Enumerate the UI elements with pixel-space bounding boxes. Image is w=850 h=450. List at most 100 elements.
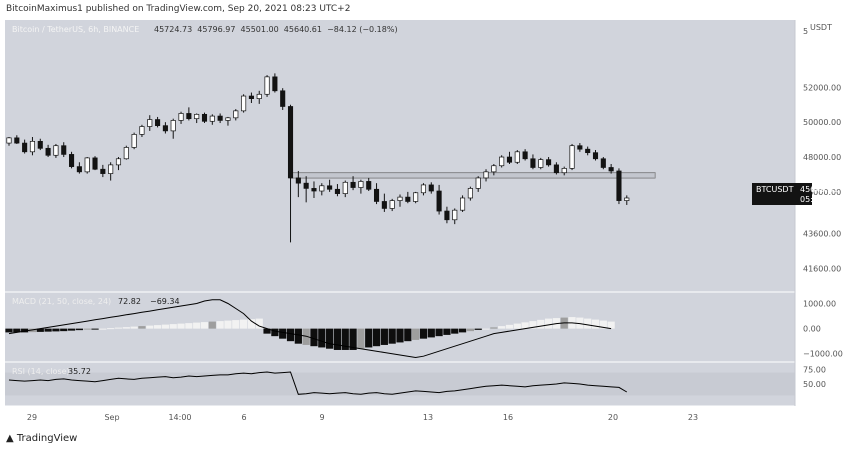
candle [366, 177, 372, 192]
candle [22, 139, 28, 154]
macd-histogram-bar [498, 326, 506, 329]
candle [264, 75, 270, 97]
candle [319, 183, 325, 196]
candle [522, 149, 528, 161]
rsi-band [5, 372, 795, 396]
candle-body [155, 119, 161, 127]
candle-body [436, 190, 442, 212]
candle [436, 184, 442, 215]
candle [452, 208, 458, 225]
macd-histogram-bar [607, 321, 615, 329]
candle [155, 116, 161, 128]
candle-body [522, 151, 528, 160]
candle [561, 166, 567, 176]
macd-histogram-bar [216, 321, 224, 329]
candle [499, 155, 505, 168]
macd-histogram-bar [138, 326, 146, 329]
macd-tick-label: 0.00 [803, 325, 821, 334]
candle [29, 136, 36, 156]
macd-histogram-bar [60, 328, 68, 332]
chart-canvas[interactable]: 52000.00 50000.00 48000.00 46000.00 43600.00… [0, 0, 850, 432]
macd-histogram-bar [513, 323, 521, 329]
candle-body [600, 158, 606, 168]
candle-body [248, 95, 254, 99]
candle [553, 162, 559, 175]
macd-label: MACD (21, 50, close, 24) [12, 297, 111, 306]
price-tick-label: 48000.00 [803, 153, 841, 162]
macd-histogram-bar [36, 328, 44, 332]
candle-body [123, 147, 129, 160]
candle [147, 115, 153, 131]
price-axis-ticks: 52000.00 50000.00 48000.00 46000.00 43600.00… [803, 83, 841, 273]
candle [131, 132, 137, 150]
candle-body [76, 166, 82, 173]
candle-body [311, 188, 317, 192]
macd-histogram-bar [52, 328, 60, 332]
macd-histogram-bar [279, 328, 287, 339]
candle-body [428, 184, 434, 192]
candle [76, 162, 82, 174]
macd-histogram-bar [263, 328, 271, 334]
candle [460, 195, 466, 212]
macd-histogram-bar [247, 319, 256, 329]
macd-histogram-bar [584, 318, 592, 329]
candle [248, 92, 254, 103]
candle-body [295, 177, 301, 184]
time-tick-label: 29 [27, 413, 37, 422]
candle [444, 206, 450, 224]
candle [358, 179, 364, 194]
candle-body [22, 142, 28, 153]
candle [506, 151, 513, 164]
candle [272, 73, 278, 93]
candle [37, 138, 43, 151]
price-tag-price: 45640.61 [800, 185, 838, 194]
candle-body [397, 196, 403, 201]
legend-symbol: Bitcoin / TetherUS, 6h, BINANCE [12, 25, 140, 34]
candle [69, 151, 75, 169]
macd-histogram-bar [521, 322, 529, 329]
candle [123, 145, 129, 160]
macd-value-2: −69.34 [150, 297, 180, 306]
candle-body [186, 113, 192, 120]
candle-body [69, 154, 75, 167]
macd-axis-ticks: 1000.00 0.00 −1000.00 [803, 300, 843, 359]
candle [92, 156, 98, 171]
rsi-axis-ticks: 75.00 50.00 [803, 366, 826, 389]
macd-histogram-bar [107, 328, 115, 330]
candle-body [241, 95, 247, 112]
candle-body [475, 177, 481, 189]
price-axis-currency: USDT [810, 23, 832, 32]
candle [577, 143, 583, 152]
price-tick-label: 50000.00 [803, 118, 841, 127]
candle [546, 157, 552, 167]
candle [616, 168, 622, 205]
time-axis-ticks: 29 Sep 14:00 6 9 13 16 20 23 [27, 413, 698, 422]
macd-histogram-bar [412, 328, 420, 340]
macd-histogram-bar [318, 328, 326, 348]
time-tick-label: Sep [104, 413, 119, 422]
macd-histogram-bar [13, 328, 21, 333]
candle-body [553, 164, 559, 174]
price-tag-ticker: BTCUSDT [756, 185, 794, 194]
candle-body [233, 110, 239, 119]
candle [397, 194, 403, 207]
candle [108, 162, 114, 181]
macd-histogram-bar [67, 328, 76, 331]
candle-body [14, 137, 20, 144]
candle-body [624, 197, 630, 201]
macd-tick-label: 1000.00 [803, 300, 836, 309]
candle-body [29, 140, 36, 153]
macd-histogram-bar [372, 328, 381, 347]
candle-body [327, 185, 333, 190]
legend-close: 45640.61 [283, 25, 322, 34]
candle-body [585, 148, 591, 154]
candle-body [37, 140, 43, 149]
macd-histogram-bar [232, 320, 240, 329]
macd-histogram-bar [505, 324, 514, 329]
macd-histogram-bar [193, 322, 201, 329]
tradingview-logo-icon: ▲ [6, 433, 14, 444]
candle [280, 88, 286, 110]
macd-histogram-bar [271, 328, 279, 337]
candle [6, 136, 12, 146]
legend-change: −84.12 (−0.18%) [327, 25, 398, 34]
